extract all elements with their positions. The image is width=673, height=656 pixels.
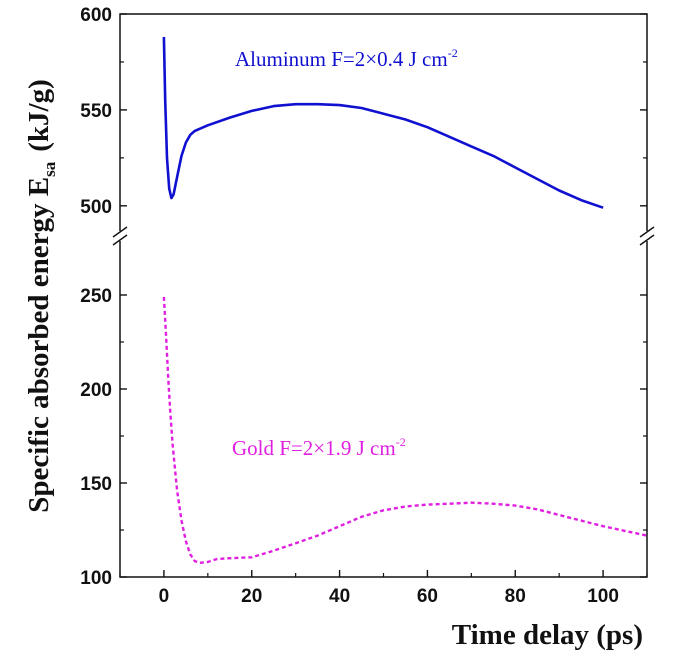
plot-frame [119,13,648,578]
aluminum-series-label: Aluminum F=2×0.4 J cm-2 [235,46,458,71]
y-tick-label: 200 [80,380,112,401]
x-tick-label: 80 [505,586,526,607]
x-tick-label: 0 [159,586,170,607]
axis-break-marks [110,226,657,246]
y-tick-label: 250 [80,286,112,307]
x-tick-label: 20 [241,586,262,607]
x-tick-label: 60 [417,586,438,607]
y-tick-label: 600 [80,5,112,26]
x-tick-label: 40 [329,586,350,607]
y-tick-label: 100 [80,568,112,589]
y-axis-title: Specific absorbed energy Esa(kJ/g) [23,79,59,513]
x-axis-title: Time delay (ps) [452,619,643,651]
x-tick-label: 100 [587,586,619,607]
y-tick-label: 550 [80,101,112,122]
gold-series-label: Gold F=2×1.9 J cm-2 [232,435,406,460]
y-tick-label: 500 [80,197,112,218]
aluminum-series-line [162,36,604,209]
y-tick-label: 150 [80,474,112,495]
gold-series-line [162,296,648,565]
